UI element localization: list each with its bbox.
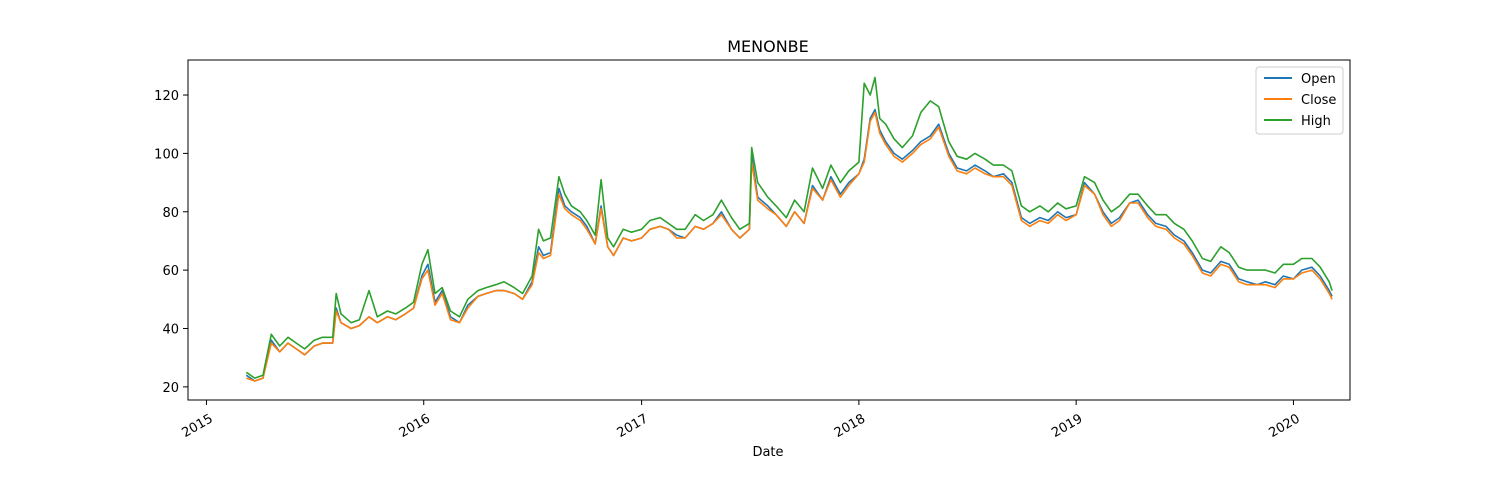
legend-label-high: High (1301, 114, 1331, 129)
plot-area: 20 40 60 80 100 120 2015 2016 2017 2018 2019 2020 (154, 59, 1351, 441)
x-axis-label: Date (752, 445, 783, 460)
legend-box (1255, 66, 1344, 135)
y-tick-label: 100 (154, 147, 179, 162)
y-tick-label: 80 (162, 206, 179, 221)
x-tick-label: 2020 (1266, 411, 1302, 441)
legend: Open Close High (1255, 66, 1344, 135)
y-tick-label: 60 (162, 264, 179, 279)
y-tick-label: 120 (154, 89, 179, 104)
chart-title: MENONBE (727, 37, 809, 56)
y-tick-label: 40 (162, 322, 179, 337)
series-line-open (245, 108, 1333, 382)
x-tick-label: 2019 (1049, 411, 1085, 441)
x-tick-label: 2015 (179, 411, 215, 441)
x-tick-label: 2017 (615, 411, 651, 441)
series-line-close (246, 111, 1333, 382)
x-axis: 2015 2016 2017 2018 2019 2020 (179, 400, 1303, 441)
legend-label-open: Open (1301, 72, 1336, 87)
series-line-high (245, 76, 1333, 379)
y-tick-label: 20 (162, 381, 179, 396)
series-layer (245, 76, 1333, 382)
x-tick-label: 2018 (832, 411, 868, 441)
y-axis: 20 40 60 80 100 120 (154, 89, 188, 396)
legend-label-close: Close (1301, 93, 1336, 108)
plot-frame (187, 59, 1351, 401)
x-tick-label: 2016 (397, 411, 433, 441)
